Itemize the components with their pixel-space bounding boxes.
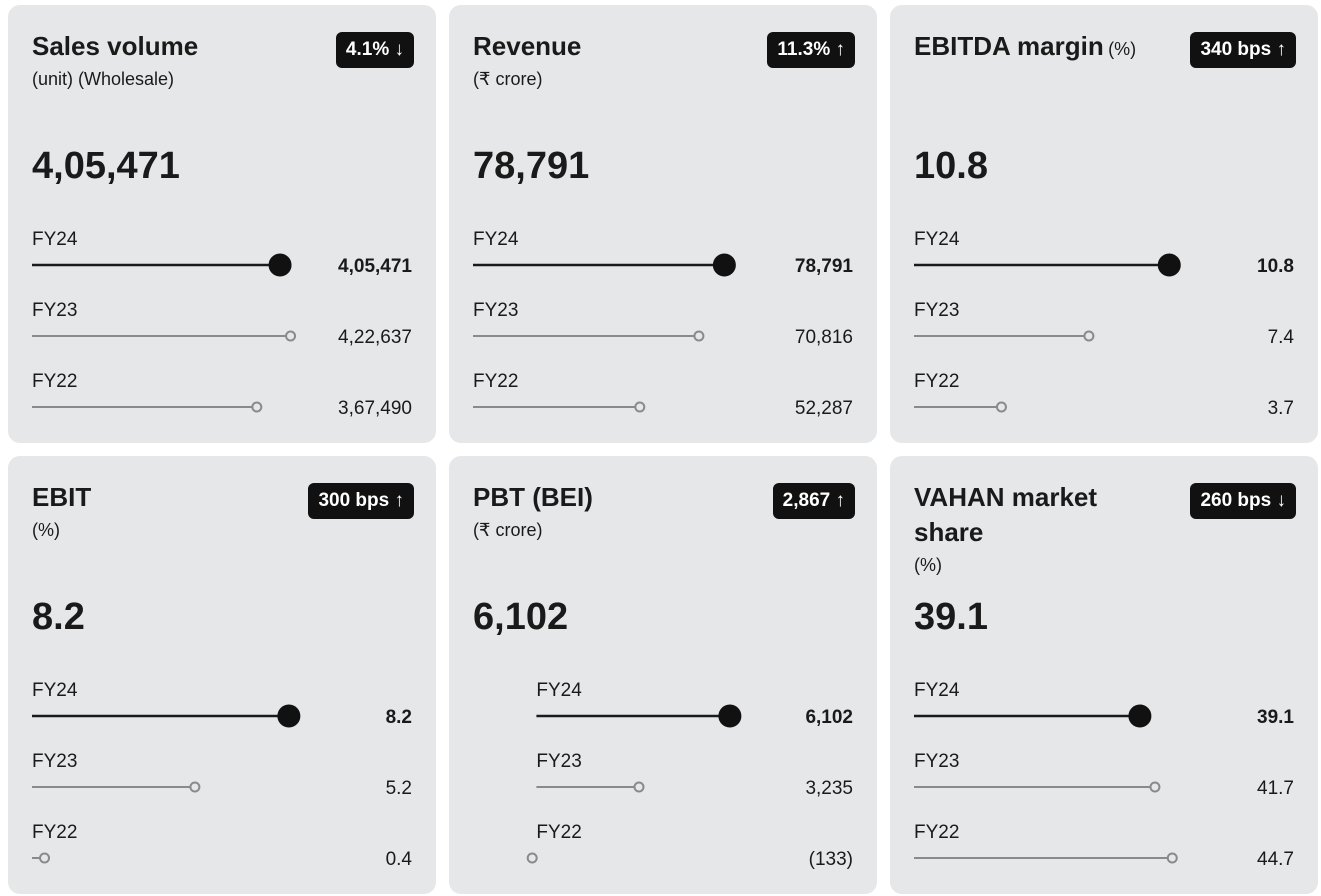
card-header: Revenue (₹ crore) xyxy=(473,31,728,92)
card-title: EBITDA margin xyxy=(914,31,1104,61)
value-label: 6,102 xyxy=(805,707,853,728)
kpi-card: Sales volume (unit) (Wholesale) 4.1% ↓ 4,0… xyxy=(8,5,436,443)
category-label: FY23 xyxy=(536,751,581,772)
card-header: EBITDA margin (%) xyxy=(914,31,1169,66)
category-label: FY22 xyxy=(914,822,959,843)
value-label: 8.2 xyxy=(386,707,412,728)
value-label: 7.4 xyxy=(1268,327,1295,348)
lollipop-chart: FY24 39.1 FY23 41.7 FY22 44.7 xyxy=(914,680,1294,870)
headline-value: 78,791 xyxy=(473,145,590,187)
category-label: FY22 xyxy=(32,822,77,843)
change-badge: 260 bps ↓ xyxy=(1190,483,1296,519)
category-label: FY22 xyxy=(473,371,518,392)
category-label: FY23 xyxy=(914,300,959,321)
value-label: 4,22,637 xyxy=(338,327,412,348)
value-label: 41.7 xyxy=(1257,778,1294,799)
lollipop-dot xyxy=(995,401,1007,413)
card-title: Sales volume xyxy=(32,31,199,61)
lollipop-chart: FY24 8.2 FY23 5.2 FY22 0.4 xyxy=(32,680,413,870)
value-label: 70,816 xyxy=(795,327,853,348)
lollipop-dot xyxy=(1149,781,1161,793)
kpi-card: Revenue (₹ crore) 11.3% ↑ 78,791 FY24 78,791… xyxy=(449,5,877,443)
lollipop-dot xyxy=(277,704,301,728)
card-subtitle: (%) xyxy=(914,555,942,575)
lollipop-chart: FY24 6,102 FY23 3,235 FY22 (133) xyxy=(526,680,853,870)
lollipop-dot xyxy=(634,401,646,413)
category-label: FY24 xyxy=(473,229,519,250)
value-label: (133) xyxy=(809,849,853,870)
card-title: PBT (BEI) xyxy=(473,482,593,512)
lollipop-dot xyxy=(633,781,645,793)
lollipop-chart: FY24 10.8 FY23 7.4 FY22 3.7 xyxy=(914,229,1295,419)
lollipop-dot xyxy=(39,852,51,864)
value-label: 3.7 xyxy=(1268,398,1294,419)
lollipop-chart: FY24 4,05,471 FY23 4,22,637 FY22 3,67,490 xyxy=(32,229,412,419)
value-label: 44.7 xyxy=(1257,849,1294,870)
category-label: FY23 xyxy=(32,300,77,321)
value-label: 5.2 xyxy=(386,778,412,799)
category-label: FY24 xyxy=(32,229,78,250)
category-label: FY23 xyxy=(914,751,959,772)
card-subtitle: (₹ crore) xyxy=(473,520,543,540)
kpi-card: EBIT (%) 300 bps ↑ 8.2 FY24 8.2 FY23 5.2 FY22 0.… xyxy=(8,456,436,894)
value-label: 52,287 xyxy=(795,398,853,419)
lollipop-dot xyxy=(718,704,742,728)
category-label: FY23 xyxy=(473,300,518,321)
headline-value: 39.1 xyxy=(914,596,988,638)
change-badge: 300 bps ↑ xyxy=(308,483,414,519)
card-subtitle: (%) xyxy=(32,520,60,540)
lollipop-dot xyxy=(1083,330,1095,342)
kpi-card: PBT (BEI) (₹ crore) 2,867 ↑ 6,102 FY24 6,102… xyxy=(449,456,877,894)
card-header: Sales volume (unit) (Wholesale) xyxy=(32,31,287,92)
category-label: FY24 xyxy=(914,680,960,701)
lollipop-dot xyxy=(1166,852,1178,864)
value-label: 78,791 xyxy=(795,256,854,277)
lollipop-dot xyxy=(526,852,538,864)
category-label: FY24 xyxy=(536,680,582,701)
category-label: FY24 xyxy=(32,680,78,701)
category-label: FY22 xyxy=(32,371,77,392)
lollipop-dot xyxy=(693,330,705,342)
headline-value: 8.2 xyxy=(32,596,85,638)
lollipop-dot xyxy=(285,330,297,342)
lollipop-dot xyxy=(712,253,736,277)
card-subtitle: (₹ crore) xyxy=(473,69,543,89)
card-subtitle: (%) xyxy=(1108,39,1137,59)
change-badge: 340 bps ↑ xyxy=(1190,32,1296,68)
lollipop-dot xyxy=(1128,704,1152,728)
lollipop-dot xyxy=(251,401,263,413)
card-subtitle: (unit) (Wholesale) xyxy=(32,69,175,89)
category-label: FY22 xyxy=(914,371,959,392)
card-title: Revenue xyxy=(473,31,582,61)
category-label: FY22 xyxy=(536,822,581,843)
kpi-card: VAHAN market share (%) 260 bps ↓ 39.1 FY24 3… xyxy=(890,456,1318,894)
headline-value: 10.8 xyxy=(914,145,988,187)
card-title: EBIT xyxy=(32,482,92,512)
headline-value: 4,05,471 xyxy=(32,145,180,187)
value-label: 3,235 xyxy=(805,778,853,799)
change-badge: 11.3% ↑ xyxy=(767,32,855,68)
lollipop-chart: FY24 78,791 FY23 70,816 FY22 52,287 xyxy=(473,229,854,419)
value-label: 4,05,471 xyxy=(338,256,412,277)
change-badge: 4.1% ↓ xyxy=(335,32,414,68)
value-label: 39.1 xyxy=(1257,707,1294,728)
lollipop-dot xyxy=(189,781,201,793)
category-label: FY23 xyxy=(32,751,77,772)
card-title: VAHAN market share xyxy=(914,482,1098,547)
kpi-card: EBITDA margin (%) 340 bps ↑ 10.8 FY24 10.8 FY… xyxy=(890,5,1318,443)
change-badge: 2,867 ↑ xyxy=(772,483,855,519)
lollipop-dot xyxy=(1157,253,1181,277)
value-label: 0.4 xyxy=(386,849,413,870)
category-label: FY24 xyxy=(914,229,960,250)
value-label: 3,67,490 xyxy=(338,398,412,419)
card-header: EBIT (%) xyxy=(32,482,287,543)
card-header: PBT (BEI) (₹ crore) xyxy=(473,482,728,543)
lollipop-dot xyxy=(268,253,292,277)
headline-value: 6,102 xyxy=(473,596,569,638)
value-label: 10.8 xyxy=(1257,256,1294,277)
card-header: VAHAN market share (%) xyxy=(914,482,1169,578)
